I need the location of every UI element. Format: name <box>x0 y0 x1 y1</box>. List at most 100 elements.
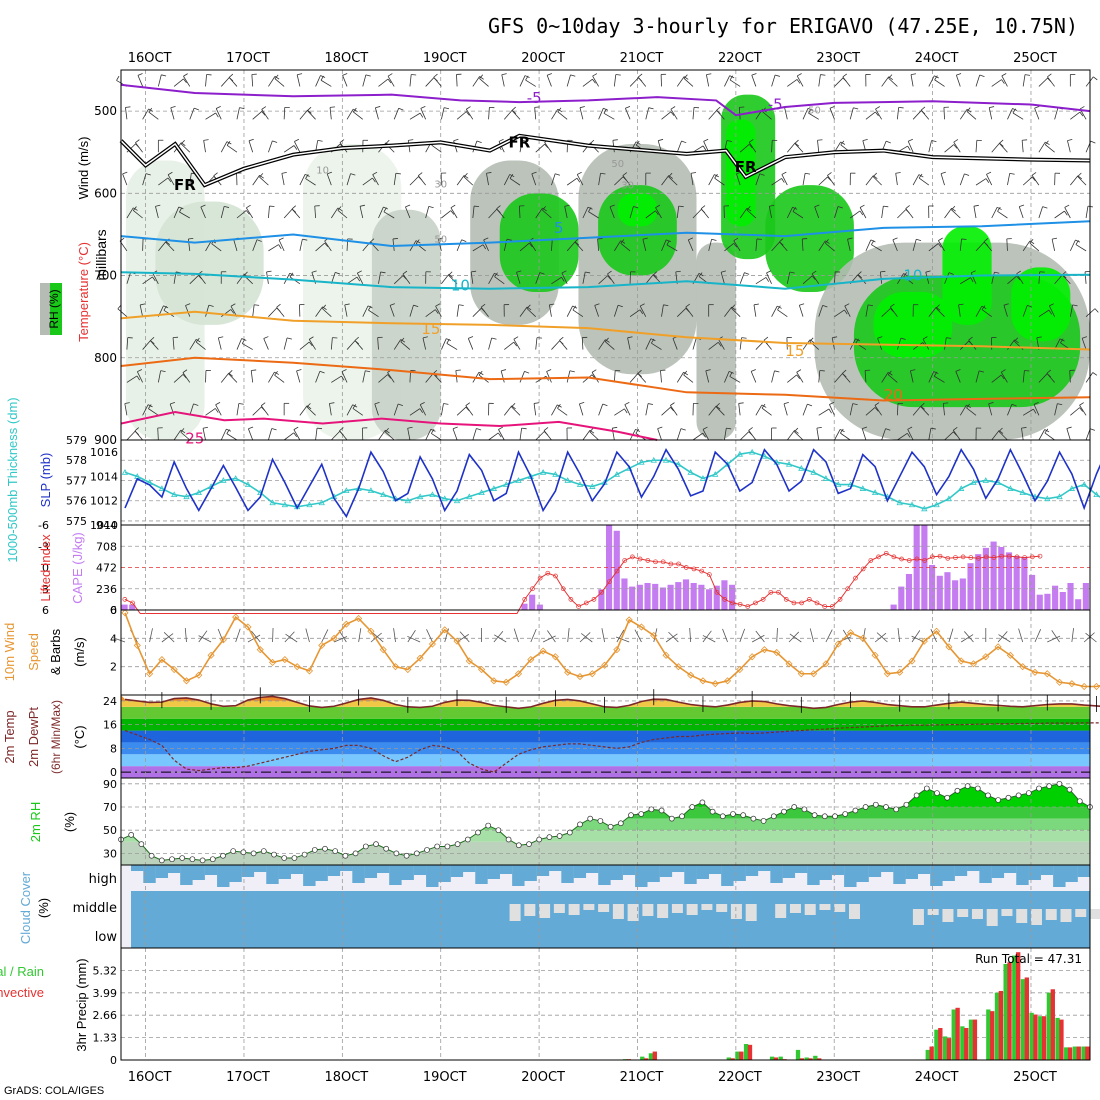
wind-barb-flag <box>922 336 928 340</box>
series-marker <box>589 483 596 489</box>
wind-barb-flag <box>579 402 585 405</box>
surface-wind-barb <box>702 630 712 643</box>
wind-barb <box>1070 111 1081 120</box>
wind-barb-flag <box>468 336 474 339</box>
wind-barb <box>268 206 270 219</box>
wind-barb-flag <box>215 402 221 406</box>
wind-barb-flag <box>557 403 561 409</box>
rh-marker <box>760 818 767 824</box>
cloud-gap <box>819 904 831 910</box>
cloud-high-bar <box>868 865 882 877</box>
wind-barb <box>1085 428 1091 441</box>
rh-marker <box>362 843 369 850</box>
cape-bar <box>1021 556 1028 610</box>
wind-barb <box>708 174 715 186</box>
surface-wind-barb <box>755 630 765 643</box>
cape-bar <box>621 578 628 610</box>
temp-axis-title-3: (6hr Min/Max) <box>49 700 63 774</box>
cloud-high-bar <box>413 865 427 875</box>
wind-barb-flag <box>1036 336 1042 339</box>
wind-barb-flag <box>160 370 166 373</box>
precip-convective-bar <box>799 1058 805 1060</box>
wind-barb <box>519 306 528 317</box>
series-marker <box>712 471 719 477</box>
wind-barb <box>472 206 475 219</box>
wind-barb-flag <box>155 204 161 207</box>
cloud-high-bar <box>499 865 513 874</box>
cloud-high-bar <box>893 865 906 884</box>
wind-barb <box>928 371 935 383</box>
rh-marker <box>220 852 226 859</box>
wind-barb <box>509 178 521 186</box>
surface-wind-barb <box>407 630 416 643</box>
wind-barb-flag <box>400 339 406 343</box>
cloud-high-bar <box>217 865 230 887</box>
wind-barb-flag <box>817 139 823 141</box>
y-tick-label: 3.99 <box>93 987 118 1000</box>
wind-barb <box>614 176 624 186</box>
wind-barb <box>260 405 269 416</box>
lifted-index-marker <box>753 600 758 606</box>
wind-barb <box>991 79 1002 87</box>
wind-barb <box>748 430 757 441</box>
wind-barb-flag <box>213 172 218 177</box>
rh-marker <box>709 808 716 815</box>
wind-speed-line <box>124 612 1100 688</box>
wind-barb <box>337 209 348 219</box>
wind-barb-flag <box>297 73 303 76</box>
wind-barb-flag <box>365 74 371 77</box>
wind-barb-flag <box>751 73 757 76</box>
wind-barb-flag <box>920 402 925 407</box>
wind-barb-flag <box>1029 240 1035 245</box>
wind-barb-flag <box>715 405 721 410</box>
series-marker <box>281 656 289 664</box>
wind-barb-flag <box>375 106 381 109</box>
series-marker <box>355 485 362 491</box>
surface-wind-barb <box>653 628 658 643</box>
wind-barb <box>236 107 240 120</box>
wind-barb <box>739 207 748 219</box>
wind-barb <box>248 140 254 153</box>
wind-barb-flag <box>339 139 345 143</box>
lifted-index-marker <box>676 561 681 567</box>
wind-barb <box>724 75 731 87</box>
top-date-label: 19OCT <box>423 51 467 66</box>
series-marker <box>711 680 719 688</box>
wind-barb <box>1085 206 1089 219</box>
series-marker <box>404 665 412 674</box>
wind-barb <box>374 403 379 416</box>
wind-barb <box>724 371 730 383</box>
wind-barb <box>346 404 354 416</box>
wind-barb-flag <box>685 303 690 308</box>
wind-barb <box>1001 75 1008 87</box>
wind-barb-flag <box>792 207 797 212</box>
cloud-high-bar <box>1053 865 1066 887</box>
rh-marker <box>1066 786 1073 793</box>
wind-barb <box>236 403 240 416</box>
wind-barb <box>220 372 230 383</box>
wind-barb-flag <box>385 139 390 145</box>
wind-barb <box>942 403 945 416</box>
precip-convective-bar <box>972 1019 978 1060</box>
wind-barb <box>299 109 308 120</box>
wind-barb-flag <box>1046 369 1051 374</box>
surface-wind-barb <box>493 631 504 643</box>
wind-barb <box>268 371 275 383</box>
rh-marker <box>260 848 267 854</box>
top-date-axis: 16OCT 17OCT 18OCT 19OCT 20OCT 21OCT 22OCT 23OCT… <box>128 51 1057 66</box>
wind-barb <box>503 174 511 186</box>
wind-barb-flag <box>337 207 343 211</box>
series-marker <box>232 475 239 481</box>
wind-barb-flag <box>840 428 844 434</box>
wind-barb <box>142 340 151 350</box>
wind-barb-flag <box>789 271 795 274</box>
wind-barb-flag <box>678 205 684 208</box>
wind-barb <box>818 240 826 252</box>
wind-barb-flag <box>652 271 658 276</box>
surface-wind-barb <box>634 629 642 643</box>
wind-barb <box>1064 207 1071 219</box>
freezing-level-line-inner <box>120 135 1091 187</box>
wind-barb-flag <box>761 403 766 409</box>
wind-barb <box>811 273 820 285</box>
wind-barb <box>572 309 584 317</box>
